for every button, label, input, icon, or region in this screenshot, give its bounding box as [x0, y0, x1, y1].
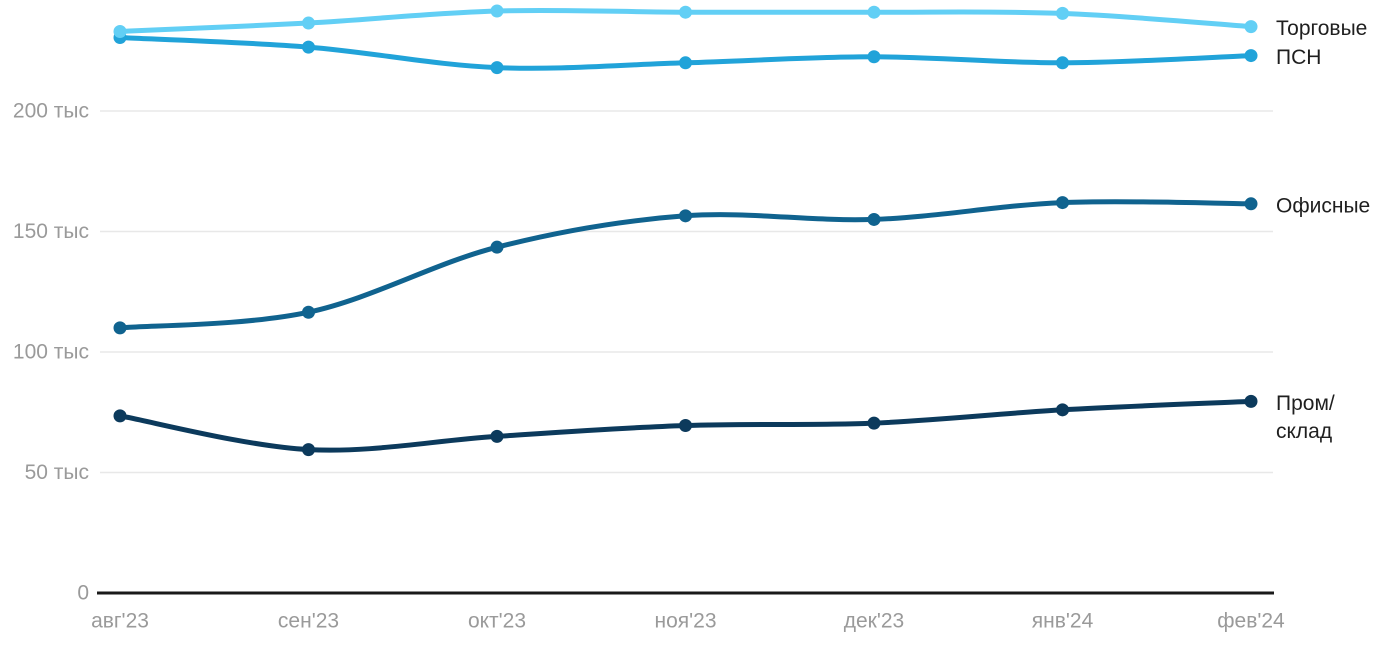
series-label-Пром/склад-line2: склад: [1276, 420, 1332, 443]
data-point-Пром/склад-5: [1056, 403, 1069, 417]
series-label-Торговые: Торговые: [1276, 17, 1367, 40]
data-point-ПСН-1: [302, 40, 315, 54]
data-point-Офисные-6: [1244, 197, 1258, 211]
data-point-Пром/склад-0: [113, 409, 127, 423]
x-tick-label-6: фев'24: [1217, 610, 1285, 633]
data-point-Пром/склад-6: [1244, 394, 1258, 408]
data-point-Офисные-3: [679, 209, 692, 223]
series-label-Офисные: Офисные: [1276, 194, 1370, 217]
data-point-Торговые-6: [1244, 20, 1258, 34]
data-point-Пром/склад-4: [867, 416, 881, 430]
y-tick-label-50: 50 тыс: [25, 461, 89, 484]
x-axis-tick-labels: авг'23 сен'23 окт'23 ноя'23 дек'23 янв'24 фев'…: [91, 610, 1285, 633]
data-point-ПСН-5: [1056, 56, 1069, 70]
data-point-Торговые-1: [302, 16, 315, 30]
x-tick-label-3: ноя'23: [654, 610, 716, 633]
y-tick-label-100: 100 тыс: [13, 341, 89, 364]
data-point-Торговые-5: [1056, 6, 1069, 20]
x-tick-label-4: дек'23: [844, 610, 905, 633]
data-point-Торговые-4: [867, 5, 881, 19]
series-lines-group: [113, 4, 1258, 457]
data-point-Офисные-5: [1056, 196, 1069, 210]
series-label-Пром/склад-line1: Пром/: [1276, 392, 1335, 415]
series-end-labels-group: Торговые ПСН Офисные Пром/склад: [1276, 17, 1370, 443]
gridlines-group: [100, 110, 1273, 474]
x-tick-label-1: сен'23: [278, 610, 339, 633]
data-point-Пром/склад-1: [302, 443, 315, 457]
y-tick-label-200: 200 тыс: [13, 100, 89, 123]
data-point-ПСН-4: [867, 50, 881, 64]
data-point-Офисные-0: [113, 321, 127, 335]
y-axis-tick-labels: 0 50 тыс 100 тыс 150 тыс 200 тыс: [13, 100, 89, 605]
data-point-ПСН-2: [490, 61, 504, 75]
series-label-ПСН: ПСН: [1276, 46, 1321, 69]
y-tick-label-0: 0: [77, 582, 89, 605]
data-point-Офисные-4: [867, 212, 881, 226]
data-point-ПСН-6: [1244, 49, 1258, 63]
data-point-Торговые-2: [490, 4, 504, 18]
x-tick-label-5: янв'24: [1032, 610, 1094, 633]
data-point-Пром/склад-2: [490, 429, 504, 443]
data-point-Пром/склад-3: [679, 419, 692, 433]
data-point-Офисные-2: [490, 240, 504, 254]
data-point-ПСН-3: [679, 56, 692, 70]
y-tick-label-150: 150 тыс: [13, 220, 89, 243]
data-point-Торговые-0: [113, 24, 127, 38]
x-tick-label-0: авг'23: [91, 610, 149, 633]
x-tick-label-2: окт'23: [468, 610, 526, 633]
data-point-Торговые-3: [679, 5, 692, 19]
data-point-Офисные-1: [302, 305, 315, 319]
